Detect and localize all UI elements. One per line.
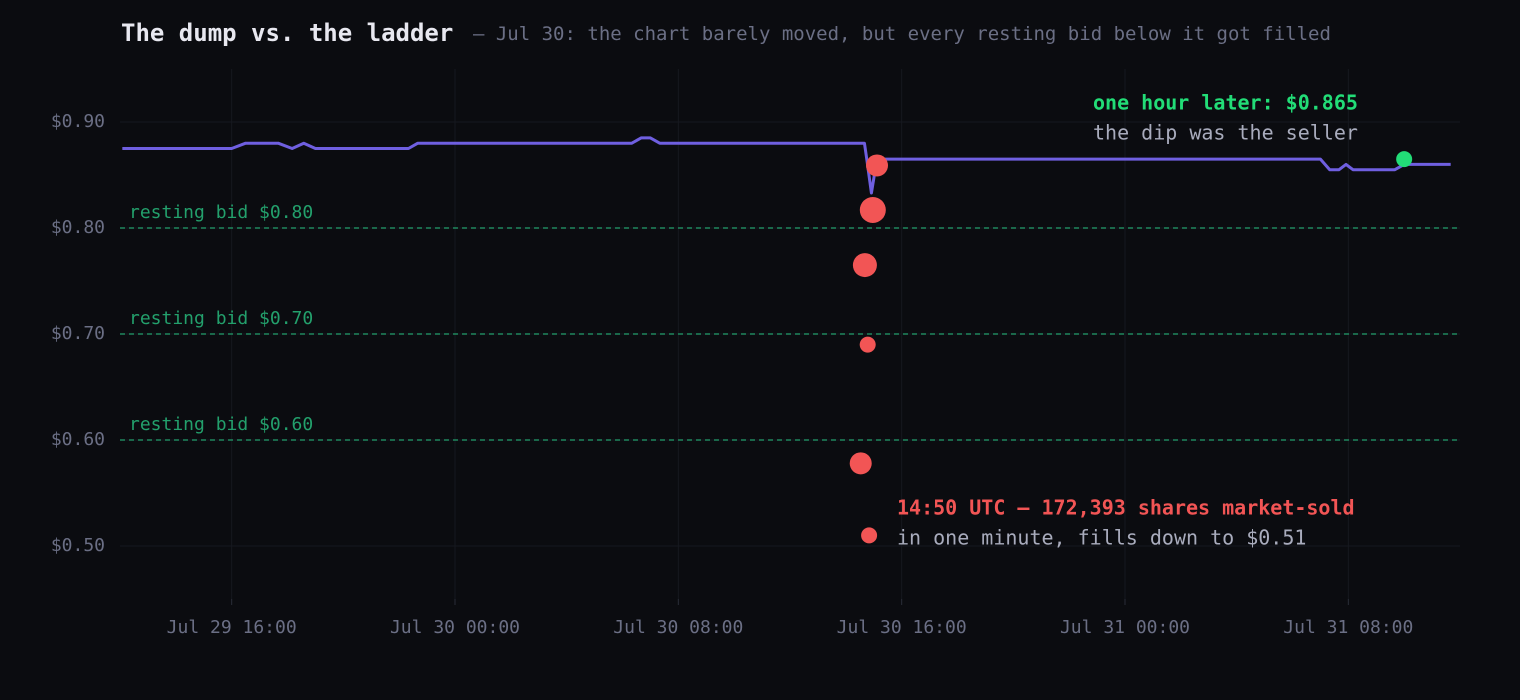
y-tick-label: $0.60	[51, 429, 105, 450]
x-tick-label: Jul 31 00:00	[1060, 617, 1190, 638]
fill-point	[1396, 151, 1413, 168]
annotation-title: one hour later: $0.865	[1093, 91, 1358, 115]
fill-point	[859, 336, 876, 353]
chart-subtitle: — Jul 30: the chart barely moved, but ev…	[473, 23, 1331, 45]
x-tick-label: Jul 31 08:00	[1283, 617, 1413, 638]
y-tick-label: $0.70	[51, 323, 105, 344]
x-tick-label: Jul 30 16:00	[837, 617, 967, 638]
reference-label: resting bid $0.70	[129, 308, 313, 329]
reference-label: resting bid $0.80	[129, 202, 313, 223]
fill-point	[852, 253, 877, 278]
annotation-text: the dip was the seller	[1093, 121, 1358, 145]
fill-point	[861, 527, 878, 544]
chart-title-line: The dump vs. the ladder — Jul 30: the ch…	[121, 19, 1331, 47]
y-tick-label: $0.90	[51, 111, 105, 132]
x-tick-label: Jul 30 08:00	[613, 617, 743, 638]
annotation-text: in one minute, fills down to $0.51	[897, 526, 1306, 550]
y-tick-label: $0.50	[51, 535, 105, 556]
x-tick-label: Jul 30 00:00	[390, 617, 520, 638]
x-tick-label: Jul 29 16:00	[167, 617, 297, 638]
annotation-title: 14:50 UTC — 172,393 shares market-sold	[897, 496, 1355, 520]
chart-title: The dump vs. the ladder	[121, 19, 453, 47]
fill-point	[849, 452, 872, 475]
price-line	[122, 136, 1451, 195]
reference-label: resting bid $0.60	[129, 414, 313, 435]
fill-point	[859, 196, 886, 223]
fill-point	[866, 154, 889, 177]
y-tick-label: $0.80	[51, 217, 105, 238]
